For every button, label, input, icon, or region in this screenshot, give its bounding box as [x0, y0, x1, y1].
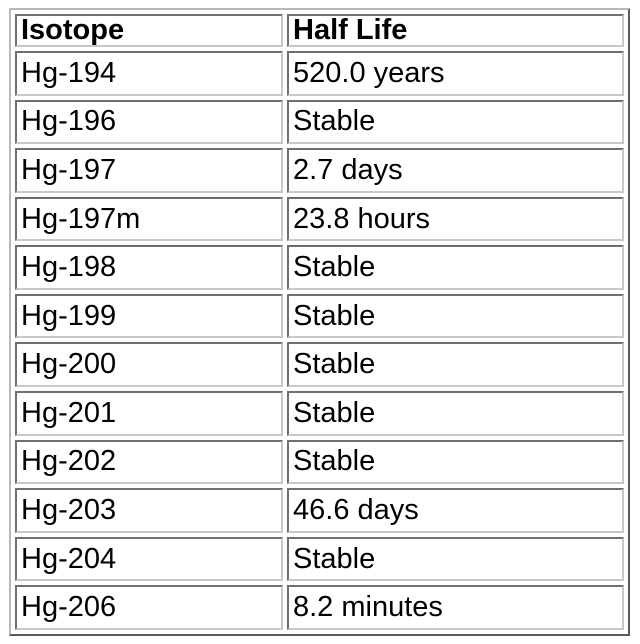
isotope-cell: Hg-197m — [15, 196, 283, 242]
half-life-cell: Stable — [287, 439, 624, 485]
half-life-cell: 23.8 hours — [287, 196, 624, 242]
isotope-cell: Hg-194 — [15, 51, 283, 96]
isotope-cell: Hg-198 — [15, 245, 283, 290]
isotope-table-frame: Isotope Half Life Hg-194 520.0 years Hg-… — [9, 8, 630, 636]
table-row: Hg-204 Stable — [15, 536, 624, 582]
isotope-half-life-table: Isotope Half Life Hg-194 520.0 years Hg-… — [11, 10, 628, 634]
isotope-cell: Hg-206 — [15, 585, 283, 630]
half-life-cell: 8.2 minutes — [287, 585, 624, 630]
table-row: Hg-203 46.6 days — [15, 488, 624, 533]
isotope-cell: Hg-202 — [15, 439, 283, 485]
isotope-cell: Hg-203 — [15, 488, 283, 533]
isotope-cell: Hg-196 — [15, 99, 283, 145]
half-life-cell: Stable — [287, 391, 624, 436]
half-life-cell: Stable — [287, 293, 624, 339]
half-life-cell: 2.7 days — [287, 148, 624, 193]
table-row: Hg-202 Stable — [15, 439, 624, 485]
table-row: Hg-194 520.0 years — [15, 51, 624, 96]
half-life-cell: 46.6 days — [287, 488, 624, 533]
table-row: Hg-206 8.2 minutes — [15, 585, 624, 630]
table-row: Hg-200 Stable — [15, 342, 624, 388]
half-life-cell: Stable — [287, 245, 624, 290]
isotope-cell: Hg-199 — [15, 293, 283, 339]
half-life-cell: 520.0 years — [287, 51, 624, 96]
table-row: Hg-197 2.7 days — [15, 148, 624, 193]
isotope-cell: Hg-204 — [15, 536, 283, 582]
table-row: Hg-201 Stable — [15, 391, 624, 436]
isotope-column-header: Isotope — [15, 14, 283, 47]
half-life-cell: Stable — [287, 99, 624, 145]
isotope-cell: Hg-197 — [15, 148, 283, 193]
isotope-cell: Hg-200 — [15, 342, 283, 388]
table-row: Hg-197m 23.8 hours — [15, 196, 624, 242]
half-life-cell: Stable — [287, 536, 624, 582]
half-life-column-header: Half Life — [287, 14, 624, 47]
table-row: Hg-198 Stable — [15, 245, 624, 290]
table-row: Hg-199 Stable — [15, 293, 624, 339]
isotope-cell: Hg-201 — [15, 391, 283, 436]
table-header-row: Isotope Half Life — [15, 14, 624, 47]
half-life-cell: Stable — [287, 342, 624, 388]
table-row: Hg-196 Stable — [15, 99, 624, 145]
